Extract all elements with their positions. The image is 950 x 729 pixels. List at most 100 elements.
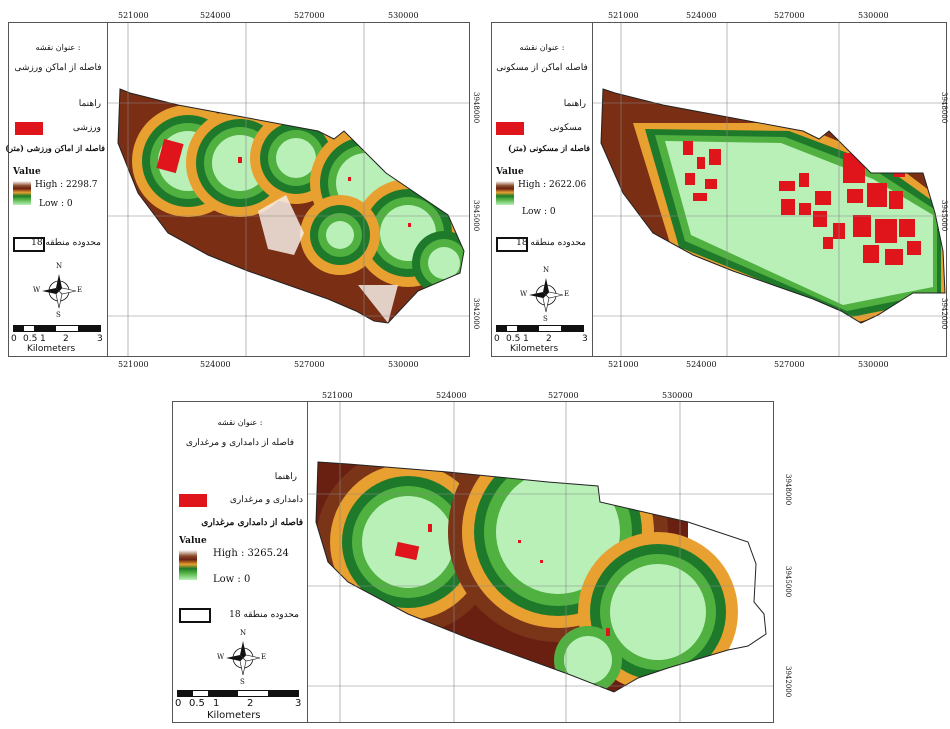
y-tick: 3948000 — [940, 92, 948, 124]
x-tick: 530000 — [662, 391, 693, 400]
y-tick: 3945000 — [940, 200, 948, 232]
x-tick: 527000 — [548, 391, 579, 400]
compass-e: E — [77, 286, 83, 294]
map-title: فاصله اماکن از مسکونی — [496, 63, 588, 73]
map-panel-sports: عنوان نقشه : فاصله از اماکن ورزشی راهنما… — [5, 22, 470, 357]
scale-unit: Kilometers — [27, 344, 76, 354]
value-label: Value — [13, 167, 41, 177]
boundary-label: محدوده منطقه 18 — [229, 610, 299, 620]
y-tick: 3942000 — [940, 298, 948, 330]
legend-label: راهنما — [563, 99, 586, 109]
y-tick: 3942000 — [784, 666, 792, 698]
feature-patch — [156, 138, 184, 174]
compass-w: W — [520, 290, 528, 298]
scale-label-2: 1 — [40, 334, 46, 344]
x-tick: 524000 — [200, 11, 231, 20]
compass-e: E — [564, 290, 570, 298]
x-tick: 530000 — [388, 11, 419, 20]
scale-label-1: 0.5 — [189, 698, 205, 709]
x-tick-bottom: 521000 — [118, 360, 149, 369]
legend-sports: عنوان نقشه : فاصله از اماکن ورزشی راهنما… — [5, 23, 108, 356]
x-tick: 530000 — [858, 11, 889, 20]
value-ramp — [13, 181, 31, 205]
x-tick-bottom: 524000 — [686, 360, 717, 369]
x-tick-bottom: 530000 — [388, 360, 419, 369]
scale-label-4: 3 — [295, 698, 302, 709]
map-title-label: عنوان نقشه : — [217, 418, 263, 427]
low-label: Low : 0 — [39, 199, 73, 209]
compass-w: W — [217, 653, 225, 661]
scale-bar — [496, 325, 584, 332]
feature-swatch — [179, 494, 207, 507]
map-frame-sports — [108, 23, 469, 356]
x-tick-bottom: 527000 — [294, 360, 325, 369]
map-title: فاصله از اماکن ورزشی — [14, 63, 102, 73]
high-label: High : 2622.06 — [518, 180, 587, 190]
y-tick: 3942000 — [472, 298, 480, 330]
boundary-swatch — [179, 608, 211, 623]
legend-label: راهنما — [78, 99, 101, 109]
scale-bar — [177, 690, 299, 697]
compass-w: W — [33, 286, 41, 294]
compass-n: N — [240, 629, 247, 637]
scale-label-0: 0 — [11, 334, 17, 344]
low-label: Low : 0 — [522, 207, 556, 217]
compass-s: S — [240, 678, 245, 686]
distance-label: فاصله از دامداری مرغداری — [201, 518, 303, 528]
compass-e: E — [261, 653, 267, 661]
x-tick-bottom: 527000 — [774, 360, 805, 369]
x-tick: 527000 — [294, 11, 325, 20]
y-tick: 3948000 — [472, 92, 480, 124]
x-tick: 524000 — [686, 11, 717, 20]
x-tick: 527000 — [774, 11, 805, 20]
map-title-label: عنوان نقشه : — [35, 43, 81, 52]
legend-livestock: عنوان نقشه : فاصله از دامداری و مرغداری … — [173, 402, 308, 722]
value-label: Value — [179, 536, 207, 546]
y-tick: 3948000 — [784, 474, 792, 506]
x-tick-bottom: 530000 — [858, 360, 889, 369]
distance-label: فاصله از اماکن ورزشی (متر) — [5, 143, 105, 153]
x-tick: 521000 — [322, 391, 353, 400]
scale-label-3: 2 — [63, 334, 69, 344]
scale-label-0: 0 — [175, 698, 182, 709]
compass-s: S — [56, 311, 61, 319]
boundary-swatch — [13, 237, 45, 252]
feature-label: مسکونی — [549, 123, 582, 133]
scale-label-2: 1 — [523, 334, 529, 344]
scale-label-3: 2 — [247, 698, 254, 709]
high-label: High : 2298.7 — [35, 180, 98, 190]
scale-label-1: 0.5 — [23, 334, 38, 344]
map-title: فاصله از دامداری و مرغداری — [185, 438, 295, 448]
north-arrow-icon: N S E W — [520, 266, 570, 323]
y-tick: 3945000 — [472, 200, 480, 232]
compass-n: N — [56, 262, 63, 270]
scale-label-3: 2 — [546, 334, 552, 344]
map-panel-residential: عنوان نقشه : فاصله اماکن از مسکونی راهنم… — [491, 22, 947, 357]
scale-label-4: 3 — [582, 334, 588, 344]
value-label: Value — [496, 167, 524, 177]
value-ramp — [179, 550, 197, 580]
map-title-label: عنوان نقشه : — [519, 43, 565, 52]
x-tick-bottom: 524000 — [200, 360, 231, 369]
feature-label: ورزشی — [72, 123, 101, 133]
scale-unit: Kilometers — [207, 710, 261, 721]
scale-label-1: 0.5 — [506, 334, 521, 344]
boundary-swatch — [496, 237, 528, 252]
x-tick: 524000 — [436, 391, 467, 400]
boundary-label: محدوده منطقه 18 — [516, 238, 586, 248]
compass-s: S — [543, 315, 548, 323]
feature-swatch — [496, 122, 524, 135]
map-frame-residential — [593, 23, 946, 356]
y-tick: 3945000 — [784, 566, 792, 598]
distance-label: فاصله از مسکونی (متر) — [508, 143, 590, 153]
scale-bar — [13, 325, 101, 332]
x-tick: 521000 — [608, 11, 639, 20]
map-frame-livestock — [308, 402, 773, 722]
legend-label: راهنما — [274, 472, 297, 482]
map-panel-livestock: عنوان نقشه : فاصله از دامداری و مرغداری … — [172, 401, 774, 723]
low-label: Low : 0 — [213, 574, 251, 585]
legend-residential: عنوان نقشه : فاصله اماکن از مسکونی راهنم… — [492, 23, 593, 356]
north-arrow-icon: N S E W — [33, 262, 83, 319]
value-ramp — [496, 181, 514, 205]
north-arrow-icon: N S E W — [217, 629, 267, 686]
